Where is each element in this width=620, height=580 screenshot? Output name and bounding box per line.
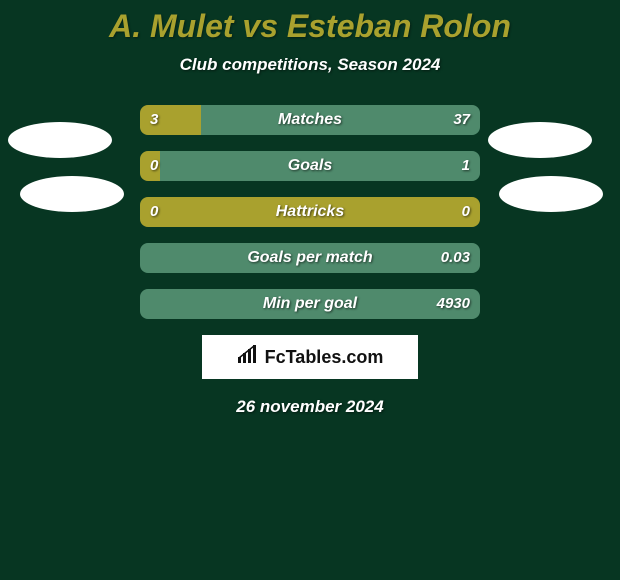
footer-date: 26 november 2024 (0, 397, 620, 417)
stat-bar (140, 105, 480, 135)
brand-text: FcTables.com (265, 347, 384, 368)
stat-bar (140, 243, 480, 273)
stats-area: Matches337 Goals01 Hattricks00 Goals per ma… (0, 105, 620, 319)
brand-box[interactable]: FcTables.com (202, 335, 418, 379)
stat-bar (140, 151, 480, 181)
stat-row: Hattricks00 (0, 197, 620, 227)
stat-row: Goals01 (0, 151, 620, 181)
stat-row: Goals per match0.03 (0, 243, 620, 273)
subtitle: Club competitions, Season 2024 (0, 55, 620, 75)
stat-bar-left (140, 197, 480, 227)
stat-bar-left (140, 105, 201, 135)
stat-bar-left (140, 151, 160, 181)
stat-bar-right (140, 289, 480, 319)
stat-bar (140, 197, 480, 227)
stat-bar (140, 289, 480, 319)
stat-row: Min per goal4930 (0, 289, 620, 319)
stat-bar-right (140, 243, 480, 273)
brand-chart-icon (237, 345, 259, 370)
page-title: A. Mulet vs Esteban Rolon (0, 0, 620, 45)
stat-bar-right (160, 151, 480, 181)
stat-bar-right (201, 105, 480, 135)
stat-row: Matches337 (0, 105, 620, 135)
